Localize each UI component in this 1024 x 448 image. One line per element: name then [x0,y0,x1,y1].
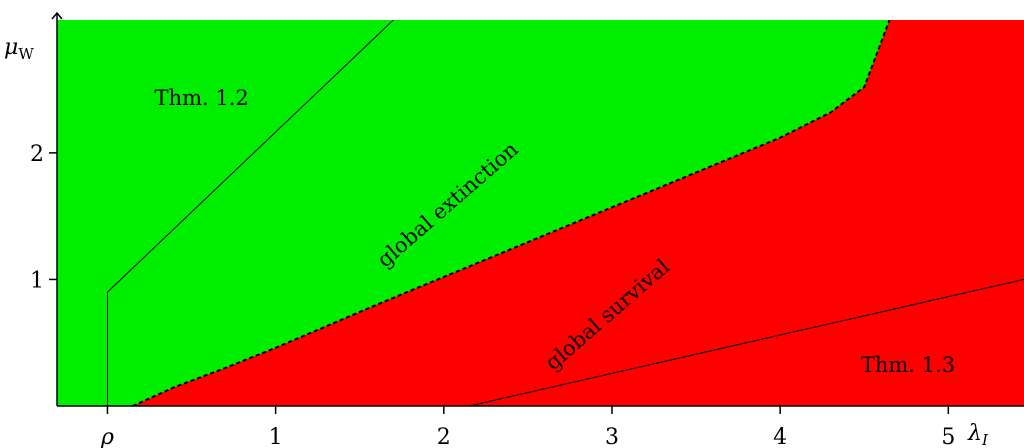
x-axis-label: λI [967,421,989,448]
x-tick-label: ρ [100,425,114,448]
y-axis-label: μW [4,35,34,63]
x-tick-label: 1 [269,425,283,448]
y-axis-arrowhead [51,11,63,20]
x-tick-label: 4 [773,425,787,448]
x-tick-label: 3 [605,425,619,448]
annotation-thm-1-2: Thm. 1.2 [155,86,249,110]
y-tick-label: 1 [30,268,44,293]
global-survival-region [132,20,1024,406]
y-tick-label: 2 [30,142,44,167]
bound-line-thm-1-2 [107,20,394,406]
bound-line-thm-1-3 [468,278,1024,406]
annotation-thm-1-3: Thm. 1.3 [861,353,955,377]
x-tick-label: 2 [437,425,451,448]
critical-curve-dashed [132,20,891,406]
x-tick-label: 5 [941,425,955,448]
